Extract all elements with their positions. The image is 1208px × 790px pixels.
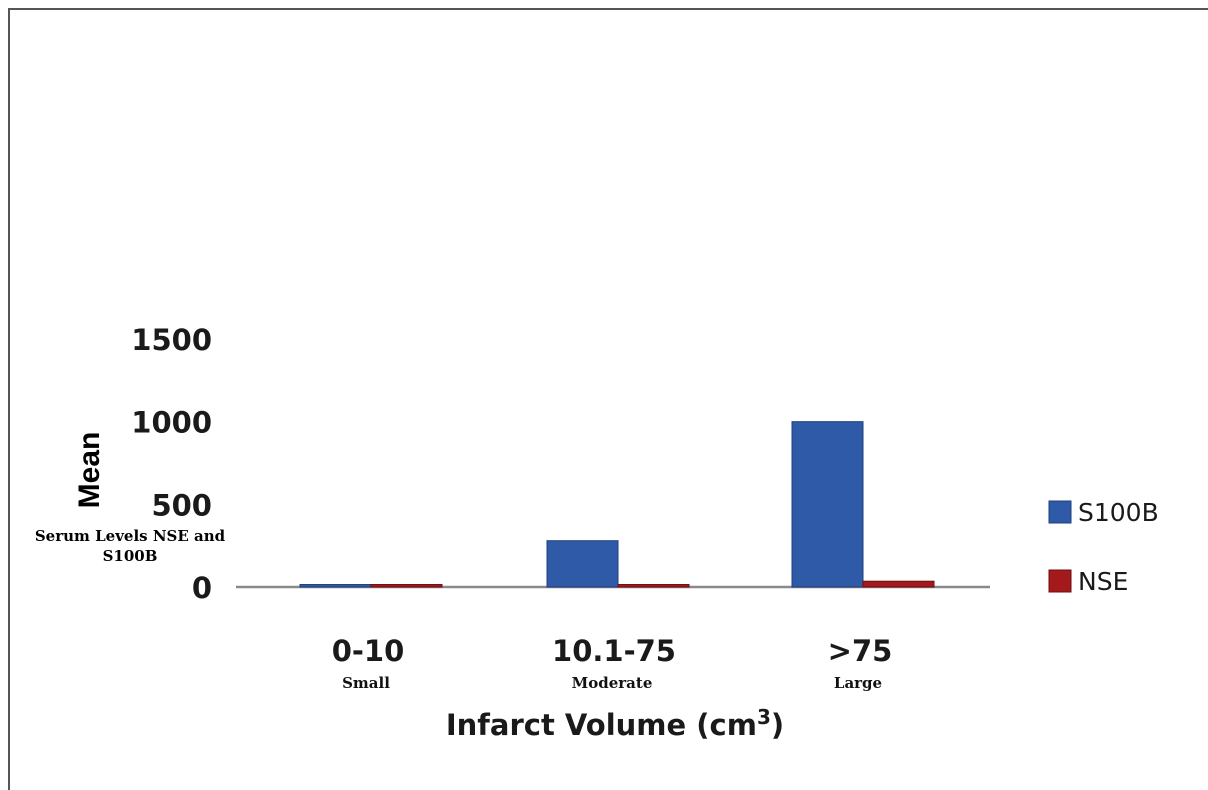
y-axis-subtitle-line-2: S100B (103, 547, 158, 565)
y-axis-tick-labels: 0 500 1000 1500 (131, 323, 212, 605)
bars (299, 421, 935, 588)
legend-label-nse: NSE (1078, 567, 1128, 596)
category-label: 0-10 (332, 634, 405, 668)
y-axis-title: Mean (73, 432, 106, 509)
chart-frame (8, 8, 1208, 790)
x-axis-title: Infarct Volume (cm3) (446, 705, 784, 742)
legend-label-s100b: S100B (1078, 498, 1159, 527)
bar-nse-2 (617, 584, 690, 588)
category-label: 10.1-75 (552, 634, 676, 668)
y-tick-label: 1500 (131, 323, 212, 357)
x-axis-title-superscript: 3 (757, 705, 771, 729)
category-label: >75 (828, 634, 893, 668)
category-sublabel: Large (834, 674, 882, 692)
bar-s100b-2 (546, 540, 619, 588)
y-tick-label: 0 (192, 571, 212, 605)
legend-swatch-nse (1048, 569, 1072, 593)
legend-swatch-s100b (1048, 500, 1072, 524)
y-tick-label: 1000 (131, 406, 212, 440)
x-axis-category-labels: 0-10 Small 10.1-75 Moderate >75 Large (332, 634, 893, 692)
bar-nse-1 (370, 584, 443, 588)
x-axis-title-close: ) (771, 708, 784, 742)
bar-s100b-1 (299, 584, 372, 588)
y-axis-subtitle-line-1: Serum Levels NSE and (35, 527, 226, 545)
bar-s100b-3 (791, 421, 864, 588)
bar-nse-3 (862, 580, 935, 588)
legend: S100B NSE (1048, 498, 1159, 596)
category-sublabel: Moderate (572, 674, 653, 692)
category-sublabel: Small (342, 674, 390, 692)
x-axis-title-main: Infarct Volume (cm (446, 708, 757, 742)
y-tick-label: 500 (151, 488, 212, 522)
